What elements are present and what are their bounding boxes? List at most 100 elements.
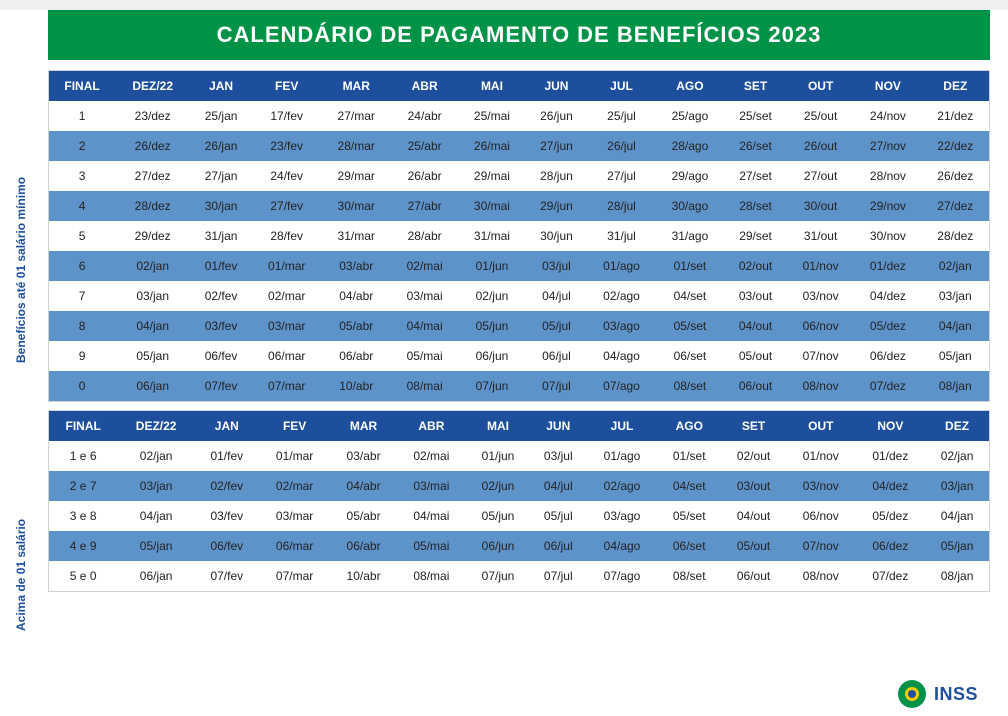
- date-cell: 31/mai: [458, 221, 525, 251]
- date-cell: 30/mai: [458, 191, 525, 221]
- date-cell: 26/set: [724, 131, 787, 161]
- date-cell: 30/jun: [526, 221, 588, 251]
- date-cell: 28/jul: [587, 191, 655, 221]
- date-cell: 02/jun: [458, 281, 525, 311]
- t2-header-cell: JUL: [587, 411, 658, 441]
- date-cell: 03/out: [724, 281, 787, 311]
- date-cell: 05/mai: [391, 341, 458, 371]
- date-cell: 26/abr: [391, 161, 458, 191]
- final-cell: 5: [49, 221, 115, 251]
- date-cell: 04/abr: [331, 471, 397, 501]
- date-cell: 26/jun: [526, 101, 588, 131]
- date-cell: 25/ago: [656, 101, 724, 131]
- date-cell: 06/dez: [854, 341, 921, 371]
- date-cell: 07/dez: [856, 561, 926, 591]
- date-cell: 04/jul: [526, 281, 588, 311]
- date-cell: 06/jul: [526, 341, 588, 371]
- date-cell: 06/set: [656, 341, 724, 371]
- final-cell: 0: [49, 371, 115, 401]
- date-cell: 05/jan: [922, 341, 989, 371]
- date-cell: 02/mai: [397, 441, 467, 471]
- date-cell: 03/jan: [115, 281, 190, 311]
- date-cell: 28/set: [724, 191, 787, 221]
- date-cell: 07/jul: [526, 371, 588, 401]
- date-cell: 28/ago: [656, 131, 724, 161]
- t1-header-cell: AGO: [656, 71, 724, 101]
- date-cell: 29/mar: [321, 161, 391, 191]
- date-cell: 04/mai: [391, 311, 458, 341]
- table-row: 3 e 804/jan03/fev03/mar05/abr04/mai05/ju…: [49, 501, 989, 531]
- date-cell: 04/set: [656, 281, 724, 311]
- date-cell: 02/mai: [391, 251, 458, 281]
- date-cell: 22/dez: [922, 131, 989, 161]
- date-cell: 17/fev: [252, 101, 322, 131]
- date-cell: 03/abr: [321, 251, 391, 281]
- t1-header-cell: SET: [724, 71, 787, 101]
- table-row: 2 e 703/jan02/fev02/mar04/abr03/mai02/ju…: [49, 471, 989, 501]
- date-cell: 06/mar: [252, 341, 322, 371]
- calendar-page: CALENDÁRIO DE PAGAMENTO DE BENEFÍCIOS 20…: [0, 10, 1008, 716]
- date-cell: 02/mar: [252, 281, 322, 311]
- t2-header-cell: OUT: [786, 411, 856, 441]
- date-cell: 05/jul: [526, 311, 588, 341]
- date-cell: 31/out: [787, 221, 854, 251]
- table-row: 428/dez30/jan27/fev30/mar27/abr30/mai29/…: [49, 191, 989, 221]
- date-cell: 24/abr: [391, 101, 458, 131]
- date-cell: 27/abr: [391, 191, 458, 221]
- date-cell: 03/fev: [195, 501, 259, 531]
- date-cell: 08/set: [657, 561, 721, 591]
- date-cell: 03/jan: [925, 471, 989, 501]
- date-cell: 01/ago: [587, 251, 655, 281]
- date-cell: 02/ago: [587, 281, 655, 311]
- date-cell: 27/out: [787, 161, 854, 191]
- date-cell: 03/mai: [391, 281, 458, 311]
- date-cell: 08/mai: [397, 561, 467, 591]
- date-cell: 25/jan: [190, 101, 252, 131]
- date-cell: 03/jan: [922, 281, 989, 311]
- t1-header-cell: DEZ: [922, 71, 989, 101]
- t1-header-cell: DEZ/22: [115, 71, 190, 101]
- date-cell: 07/ago: [587, 371, 655, 401]
- date-cell: 27/jun: [526, 131, 588, 161]
- date-cell: 01/mar: [252, 251, 322, 281]
- date-cell: 10/abr: [331, 561, 397, 591]
- date-cell: 04/out: [721, 501, 786, 531]
- date-cell: 03/ago: [587, 311, 655, 341]
- date-cell: 02/jan: [115, 251, 190, 281]
- date-cell: 01/mar: [259, 441, 331, 471]
- date-cell: 29/jun: [526, 191, 588, 221]
- date-cell: 03/nov: [786, 471, 856, 501]
- final-cell: 3: [49, 161, 115, 191]
- date-cell: 05/abr: [331, 501, 397, 531]
- date-cell: 07/dez: [854, 371, 921, 401]
- t2-header-cell: MAI: [466, 411, 530, 441]
- date-cell: 23/fev: [252, 131, 322, 161]
- date-cell: 30/out: [787, 191, 854, 221]
- t1-header-cell: JUN: [526, 71, 588, 101]
- date-cell: 04/set: [657, 471, 721, 501]
- table-above-wage: FINALDEZ/22JANFEVMARABRMAIJUNJULAGOSETOU…: [49, 411, 989, 591]
- final-cell: 2 e 7: [49, 471, 117, 501]
- date-cell: 02/jan: [117, 441, 195, 471]
- date-cell: 05/mai: [397, 531, 467, 561]
- final-cell: 1: [49, 101, 115, 131]
- date-cell: 29/nov: [854, 191, 921, 221]
- date-cell: 28/dez: [115, 191, 190, 221]
- date-cell: 04/out: [724, 311, 787, 341]
- t2-header-cell: MAR: [331, 411, 397, 441]
- final-cell: 4: [49, 191, 115, 221]
- footer: INSS: [898, 680, 978, 708]
- final-cell: 4 e 9: [49, 531, 117, 561]
- date-cell: 05/out: [721, 531, 786, 561]
- date-cell: 26/dez: [922, 161, 989, 191]
- date-cell: 27/dez: [922, 191, 989, 221]
- table-row: 905/jan06/fev06/mar06/abr05/mai06/jun06/…: [49, 341, 989, 371]
- table-row: 5 e 006/jan07/fev07/mar10/abr08/mai07/ju…: [49, 561, 989, 591]
- date-cell: 10/abr: [321, 371, 391, 401]
- t1-header-cell: JUL: [587, 71, 655, 101]
- date-cell: 26/jan: [190, 131, 252, 161]
- t1-header-cell: ABR: [391, 71, 458, 101]
- date-cell: 25/mai: [458, 101, 525, 131]
- date-cell: 01/fev: [195, 441, 259, 471]
- date-cell: 27/fev: [252, 191, 322, 221]
